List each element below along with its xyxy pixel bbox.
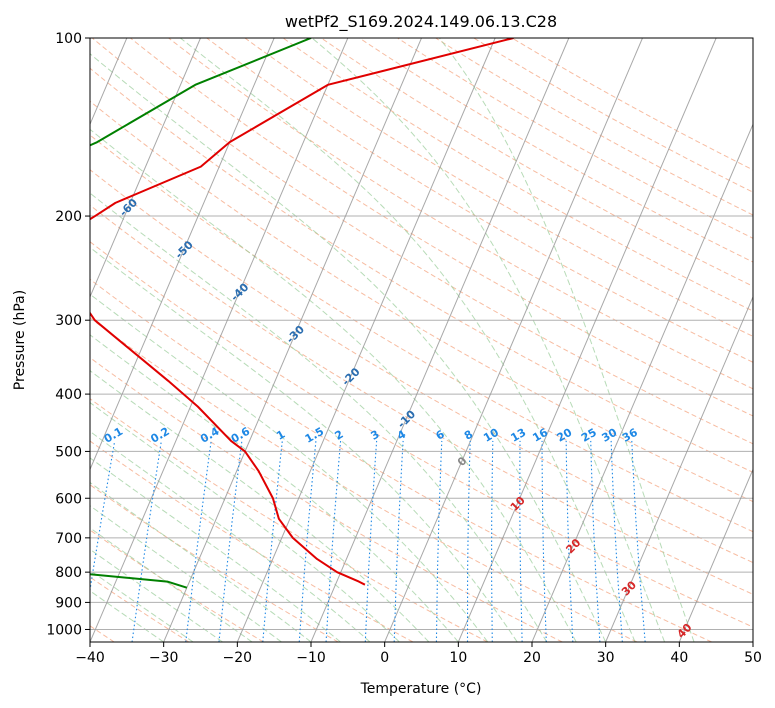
moist-adiabat-line	[90, 548, 223, 642]
moist-adiabat-line	[311, 38, 666, 642]
dry-adiabat-line	[90, 67, 753, 473]
mixing-ratio-line	[131, 440, 162, 642]
y-axis: 100 200 300 400 500 600 700 800 900 1000	[46, 31, 90, 638]
x-tick-label: 10	[449, 650, 467, 666]
moist-adiabat-line	[90, 401, 400, 642]
mixing-ratio-lines	[90, 440, 646, 642]
isotherm-line	[310, 38, 570, 642]
moist-adiabat-line	[90, 457, 341, 642]
moist-adiabat-line	[438, 38, 695, 642]
plot-frame	[89, 37, 754, 643]
chart-title: wetPf2_S169.2024.149.06.13.C28	[285, 12, 557, 32]
y-tick-label: 100	[55, 31, 82, 47]
moist-adiabat-line	[90, 293, 489, 642]
x-tick-label: −30	[149, 650, 179, 666]
dry-adiabat-line	[90, 169, 753, 564]
y-axis-label: Pressure (hPa)	[12, 290, 28, 390]
dry-adiabat-line	[90, 529, 264, 642]
background-lines	[90, 38, 753, 642]
y-tick-label: 300	[55, 313, 82, 329]
dry-adiabat-line	[90, 484, 339, 642]
moist-adiabat-line	[179, 38, 636, 642]
moist-adiabat-line	[90, 334, 459, 642]
moist-adiabat-line	[90, 53, 607, 642]
moist-adiabat-line	[90, 370, 430, 642]
mixing-ratio-line	[90, 440, 116, 594]
dry-adiabats	[90, 38, 753, 642]
skewed-isotherms	[90, 38, 753, 642]
dry-adiabat-line	[90, 241, 753, 628]
isotherm-line	[163, 38, 422, 642]
dry-adiabat-line	[511, 38, 753, 171]
moist-adiabat-line	[90, 192, 548, 642]
x-tick-label: −20	[223, 650, 253, 666]
isotherm-line	[236, 38, 496, 642]
moist-adiabat-line	[90, 590, 164, 642]
x-tick-label: −10	[296, 650, 326, 666]
dry-adiabat-line	[90, 278, 712, 642]
dry-adiabat-line	[90, 204, 753, 595]
mixing-ratio-line	[262, 440, 283, 642]
y-tick-label: 500	[55, 444, 82, 460]
y-tick-label: 1000	[46, 622, 82, 638]
dry-adiabat-line	[473, 38, 753, 193]
isotherm-line	[90, 38, 275, 471]
isotherm-line	[384, 38, 643, 642]
isotherm-line	[605, 295, 753, 642]
dry-adiabat-line	[359, 38, 753, 263]
isotherm-line	[90, 38, 349, 642]
moist-adiabat-line	[90, 481, 312, 642]
isotherm-line	[531, 123, 753, 642]
x-tick-label: 0	[380, 650, 389, 666]
x-tick-label: 30	[597, 650, 615, 666]
x-tick-label: 50	[744, 650, 762, 666]
mixing-ratio-line	[185, 440, 212, 642]
y-tick-label: 700	[55, 531, 82, 547]
y-tick-label: 400	[55, 387, 82, 403]
y-tick-label: 800	[55, 565, 82, 581]
moist-adiabats	[90, 38, 695, 642]
isotherm-line	[90, 38, 201, 299]
y-tick-label: 200	[55, 209, 82, 225]
moist-adiabat-line	[90, 246, 518, 642]
isotherm-line	[678, 468, 753, 642]
dry-adiabat-line	[90, 134, 753, 533]
x-tick-label: −40	[75, 650, 105, 666]
x-axis: −40 −30 −20 −10 0 10 20 30 40 50	[75, 642, 762, 666]
sounding-traces	[90, 38, 514, 589]
moist-adiabat-line	[90, 527, 253, 642]
moist-adiabat-line	[90, 430, 371, 642]
y-tick-label: 900	[55, 595, 82, 611]
isotherm-line	[457, 38, 717, 642]
isobars	[90, 38, 753, 630]
dry-adiabat-line	[320, 38, 753, 287]
mixing-ratio-line	[218, 440, 243, 642]
x-axis-label: Temperature (°C)	[360, 681, 482, 697]
y-tick-label: 600	[55, 491, 82, 507]
x-tick-label: 40	[670, 650, 688, 666]
dry-adiabat-line	[206, 38, 753, 363]
dry-adiabat-line	[90, 440, 414, 642]
temperature-trace	[90, 38, 514, 586]
moist-adiabat-line	[90, 128, 577, 642]
moist-adiabat-line	[90, 569, 194, 642]
dry-adiabat-line	[244, 38, 753, 337]
dry-adiabat-line	[130, 38, 753, 417]
x-tick-label: 20	[523, 650, 541, 666]
